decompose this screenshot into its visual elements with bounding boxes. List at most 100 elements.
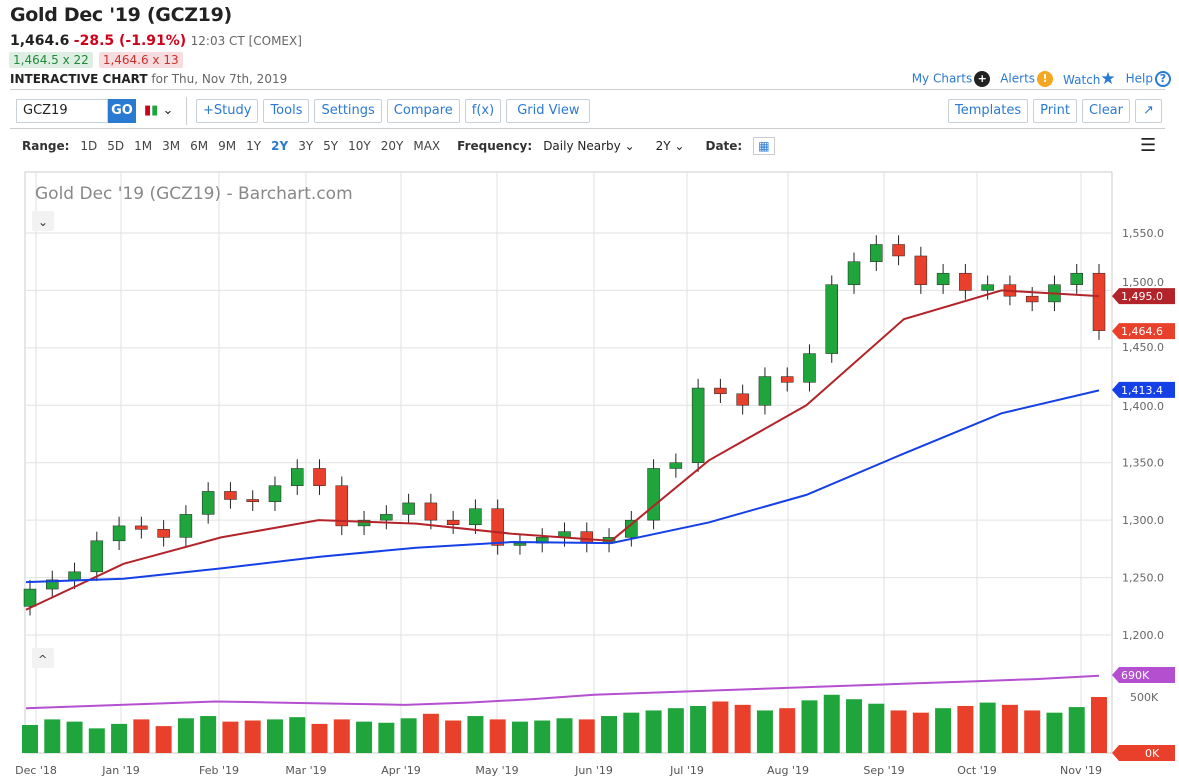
volume-bar <box>846 699 863 753</box>
range-option-3y[interactable]: 3Y <box>298 139 314 153</box>
divider <box>10 89 1165 90</box>
collapse-volume-button[interactable] <box>32 648 54 668</box>
range-option-5d[interactable]: 5D <box>107 139 125 153</box>
volume-tick-label: 500K <box>1130 691 1159 704</box>
range-options: 1D 5D 1M 3M 6M 9M 1Y 2Y 3Y 5Y 10Y 20Y MAX <box>80 139 440 153</box>
volume-bar <box>645 710 662 753</box>
candle <box>981 284 994 291</box>
collapse-button[interactable] <box>32 211 54 231</box>
chevron-down-icon: ⌄ <box>38 215 48 229</box>
volume-bar <box>868 703 885 753</box>
x-tick-label: Aug '19 <box>767 764 809 777</box>
price-change: -28.5 (-1.91%) <box>73 33 187 49</box>
volume-bar <box>489 719 506 753</box>
candle <box>268 485 282 503</box>
range-bar: Range: 1D 5D 1M 3M 6M 9M 1Y 2Y 3Y 5Y 10Y 20Y MAX Fre… <box>22 137 775 155</box>
frequency-value: Daily Nearby <box>543 139 621 153</box>
candle <box>803 353 816 383</box>
volume-bar <box>734 704 751 753</box>
y-tick-label: 1,350.0 <box>1122 457 1164 470</box>
y-tick-label: 1,550.0 <box>1122 227 1164 240</box>
volume-bar <box>801 700 818 753</box>
volume-bar <box>155 726 172 753</box>
candle <box>112 525 126 542</box>
volume-bar <box>511 721 528 753</box>
grid-view-button[interactable]: Grid View <box>506 99 591 123</box>
settings-button[interactable]: Settings <box>314 99 382 123</box>
price-tag <box>1112 667 1175 683</box>
x-tick-label: Jun '19 <box>574 764 613 777</box>
price-tag-label: 1,495.0 <box>1121 290 1163 303</box>
x-tick-label: Oct '19 <box>957 764 997 777</box>
ma200-line <box>25 389 1100 584</box>
print-button[interactable]: Print <box>1033 99 1077 123</box>
range-option-2y[interactable]: 2Y <box>271 139 289 153</box>
range-label: Range: <box>22 139 70 153</box>
expand-button[interactable]: ↗ <box>1135 99 1162 123</box>
candle <box>647 468 660 521</box>
fx-button[interactable]: f(x) <box>464 99 502 123</box>
symbol-input[interactable]: GCZ19 <box>16 99 108 123</box>
range-option-10y[interactable]: 10Y <box>348 139 371 153</box>
calendar-icon[interactable]: ▦ <box>753 137 775 155</box>
range-option-1m[interactable]: 1M <box>134 139 153 153</box>
go-button[interactable]: GO <box>108 99 136 123</box>
range-option-1y[interactable]: 1Y <box>246 139 262 153</box>
y-tick-label: 1,500.0 <box>1122 276 1164 289</box>
candle <box>780 376 794 383</box>
price-tag <box>1112 381 1175 398</box>
expand-arrow-icon: ↗ <box>1143 103 1154 118</box>
range-option-9m[interactable]: 9M <box>218 139 237 153</box>
range-option-20y[interactable]: 20Y <box>380 139 404 153</box>
candle <box>380 514 393 521</box>
volume-bar <box>556 718 573 753</box>
volume-bar <box>1001 704 1018 753</box>
tools-button[interactable]: Tools <box>263 99 310 123</box>
price-tag-label: 690K <box>1121 669 1150 682</box>
candle <box>179 514 193 538</box>
chart-type-dropdown[interactable]: ▮▮ ⌄ <box>144 103 174 118</box>
candle <box>714 387 727 395</box>
menu-icon[interactable]: ☰ <box>1140 135 1157 156</box>
candle <box>313 468 326 486</box>
period-dropdown[interactable]: 2Y ⌄ <box>656 139 685 153</box>
watch-label: Watch <box>1063 73 1101 87</box>
range-option-3m[interactable]: 3M <box>162 139 181 153</box>
x-tick-label: Nov '19 <box>1060 764 1102 777</box>
volume-bar <box>467 716 484 753</box>
alert-icon: ! <box>1037 71 1054 87</box>
my-charts-link[interactable]: My Charts + <box>912 71 991 87</box>
date-label: Date: <box>705 139 743 153</box>
frequency-dropdown[interactable]: Daily Nearby ⌄ <box>543 139 634 153</box>
range-option-6m[interactable]: 6M <box>190 139 209 153</box>
range-option-1d[interactable]: 1D <box>80 139 98 153</box>
plus-icon: + <box>974 71 991 87</box>
volume-bar <box>222 721 239 753</box>
candle <box>758 376 772 406</box>
volume-bar <box>756 710 773 753</box>
toolbar-right: Templates Print Clear ↗ <box>948 99 1162 123</box>
star-icon: ★ <box>1100 69 1116 89</box>
range-option-5y[interactable]: 5Y <box>323 139 339 153</box>
x-tick-label: Dec '18 <box>15 764 57 777</box>
volume-bar <box>667 708 684 753</box>
last-price: 1,464.6 <box>10 33 70 49</box>
clear-button[interactable]: Clear <box>1082 99 1130 123</box>
templates-button[interactable]: Templates <box>948 99 1029 123</box>
divider <box>186 97 187 125</box>
price-tag-label: 1,464.6 <box>1121 325 1163 338</box>
help-link[interactable]: Help? <box>1126 71 1171 87</box>
volume-bar <box>133 719 150 753</box>
range-option-max[interactable]: MAX <box>413 139 441 153</box>
volume-bar <box>378 722 395 753</box>
volume-bar <box>623 712 640 753</box>
study-button[interactable]: +Study <box>196 99 259 123</box>
volume-bar <box>177 718 194 753</box>
compare-button[interactable]: Compare <box>386 99 460 123</box>
candle <box>357 519 371 527</box>
price-tag <box>1112 288 1175 305</box>
alerts-link[interactable]: Alerts! <box>1000 71 1054 87</box>
watch-link[interactable]: Watch★ <box>1063 69 1116 89</box>
volume-bar <box>111 723 128 753</box>
